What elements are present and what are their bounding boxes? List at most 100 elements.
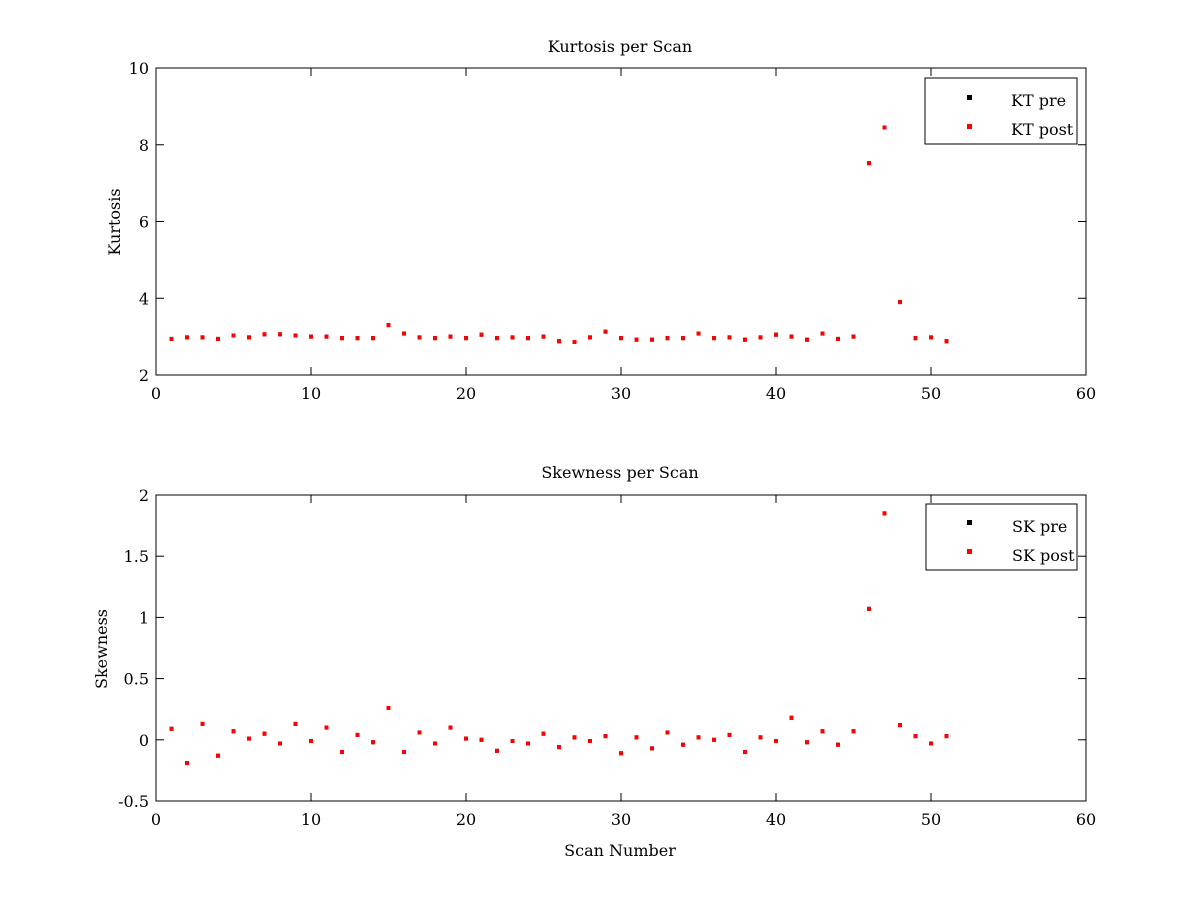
kurtosis-point-post — [262, 332, 267, 337]
skewness-point-post — [727, 732, 732, 737]
kurtosis-plot-frame — [155, 67, 1087, 376]
skewness-point-post — [929, 741, 933, 746]
kurtosis-point-post — [557, 339, 561, 344]
kurtosis-point-post — [464, 336, 468, 341]
skewness-x-tick-label: 60 — [1076, 810, 1096, 829]
skewness-point-post — [262, 731, 267, 736]
skewness-y-tick-label: 2 — [139, 486, 149, 505]
kurtosis-point-post — [851, 334, 856, 339]
kurtosis-point-post — [944, 339, 949, 344]
skewness-point-post — [386, 705, 391, 710]
skewness-point-post — [355, 732, 360, 737]
kurtosis-point-post — [588, 335, 592, 340]
skewness-point-post — [526, 741, 530, 746]
kurtosis-point-post — [743, 337, 747, 342]
kurtosis-x-tick-label: 60 — [1076, 384, 1096, 403]
kurtosis-point-post — [495, 336, 499, 341]
kurtosis-point-post — [278, 332, 282, 337]
skewness-point-post — [247, 736, 251, 741]
kurtosis-point-post — [836, 336, 840, 341]
kurtosis-y-tick-label: 2 — [139, 366, 149, 385]
skewness-point-post — [867, 606, 871, 611]
kurtosis-y-tick-label: 8 — [139, 136, 149, 155]
skewness-x-tick-label: 20 — [456, 810, 476, 829]
skewness-point-post — [588, 739, 592, 744]
kurtosis-x-tick-label: 40 — [766, 384, 786, 403]
kurtosis-point-post — [510, 335, 515, 340]
kurtosis-marks — [169, 125, 949, 344]
kurtosis-point-post — [820, 331, 825, 336]
kurtosis-point-post — [805, 337, 809, 342]
kurtosis-y-tick-label: 4 — [139, 289, 149, 308]
skewness-point-post — [541, 731, 546, 736]
kurtosis-point-post — [216, 336, 220, 341]
skewness-y-tick-label: -0.5 — [118, 792, 149, 811]
skewness-plot-frame — [155, 494, 1087, 802]
skewness-point-post — [712, 737, 716, 742]
kurtosis-point-post — [247, 335, 251, 340]
skewness-point-post — [433, 741, 437, 746]
skewness-title: Skewness per Scan — [541, 463, 698, 482]
skewness-x-tick-label: 10 — [301, 810, 321, 829]
skewness-point-post — [681, 742, 685, 747]
kurtosis-point-post — [867, 161, 871, 166]
skewness-point-post — [898, 723, 902, 728]
skewness-point-post — [665, 730, 670, 735]
kurtosis-point-post — [929, 335, 933, 340]
kurtosis-point-post — [603, 329, 608, 334]
kurtosis-point-post — [309, 334, 313, 339]
kurtosis-point-post — [340, 336, 344, 341]
kurtosis-plot: Kurtosis per Scan Kurtosis 0 10 20 30 40 50 60… — [105, 37, 1096, 403]
skewness-point-post — [789, 715, 794, 720]
kurtosis-legend-label-pre: KT pre — [1011, 91, 1066, 110]
skewness-legend-box — [925, 503, 1078, 571]
skewness-x-tick-label: 50 — [921, 810, 941, 829]
skewness-legend: SK pre SK post — [925, 503, 1078, 571]
skewness-point-post — [882, 511, 887, 516]
skewness-point-post — [603, 734, 608, 739]
skewness-point-post — [557, 745, 561, 750]
kurtosis-point-post — [541, 334, 546, 339]
kurtosis-legend-label-post: KT post — [1011, 120, 1074, 139]
kurtosis-point-post — [324, 334, 329, 339]
kurtosis-point-post — [417, 335, 422, 340]
skewness-point-post — [836, 742, 840, 747]
kurtosis-point-post — [774, 332, 778, 337]
kurtosis-point-post — [572, 339, 577, 344]
kurtosis-point-post — [650, 337, 654, 342]
skewness-x-tick-label: 40 — [766, 810, 786, 829]
skewness-point-post — [324, 725, 329, 730]
skewness-point-post — [944, 734, 949, 739]
skewness-point-post — [309, 739, 313, 744]
kurtosis-point-post — [200, 335, 205, 340]
skewness-point-post — [200, 721, 205, 726]
kurtosis-point-post — [448, 334, 453, 339]
skewness-legend-marker-post — [967, 549, 972, 554]
skewness-point-post — [634, 735, 639, 740]
skewness-legend-label-post: SK post — [1012, 546, 1075, 565]
kurtosis-point-post — [712, 336, 716, 341]
kurtosis-x-tick-label: 10 — [301, 384, 321, 403]
skewness-point-post — [758, 735, 763, 740]
kurtosis-point-post — [231, 333, 236, 338]
kurtosis-point-post — [758, 335, 763, 340]
kurtosis-point-post — [882, 125, 887, 130]
kurtosis-point-post — [355, 336, 360, 341]
skewness-x-axis-label: Scan Number — [564, 841, 676, 860]
kurtosis-legend-box — [924, 77, 1078, 145]
kurtosis-point-post — [169, 336, 174, 341]
skewness-point-post — [650, 746, 654, 751]
skewness-marks — [169, 511, 949, 766]
kurtosis-legend-marker-post — [967, 124, 972, 129]
skewness-point-post — [619, 751, 623, 756]
skewness-point-post — [278, 741, 282, 746]
skewness-point-post — [495, 748, 499, 753]
skewness-point-post — [185, 761, 189, 766]
kurtosis-y-tick-label: 6 — [139, 213, 149, 232]
skewness-legend-label-pre: SK pre — [1012, 517, 1067, 536]
skewness-point-post — [510, 739, 515, 744]
kurtosis-point-post — [913, 336, 918, 341]
kurtosis-y-tick-label: 10 — [129, 59, 149, 78]
skewness-point-post — [743, 750, 747, 755]
